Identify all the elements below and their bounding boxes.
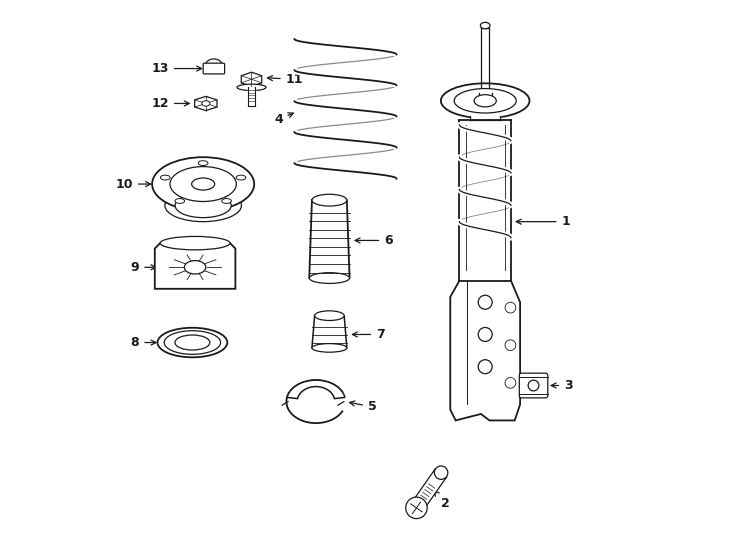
Text: 12: 12 <box>151 97 189 110</box>
Polygon shape <box>312 316 347 348</box>
Ellipse shape <box>309 273 349 284</box>
Text: 7: 7 <box>352 328 385 341</box>
Polygon shape <box>481 28 490 90</box>
Ellipse shape <box>480 22 490 29</box>
Ellipse shape <box>236 175 246 180</box>
Ellipse shape <box>474 94 496 107</box>
Text: 3: 3 <box>551 379 573 392</box>
Ellipse shape <box>164 330 221 354</box>
Ellipse shape <box>158 328 228 357</box>
FancyBboxPatch shape <box>203 63 225 74</box>
Polygon shape <box>195 96 217 111</box>
Ellipse shape <box>161 175 170 180</box>
Ellipse shape <box>165 190 241 221</box>
Polygon shape <box>287 380 345 399</box>
Ellipse shape <box>192 178 214 190</box>
Circle shape <box>479 295 493 309</box>
Ellipse shape <box>454 89 516 113</box>
Text: 4: 4 <box>274 113 294 126</box>
Text: 5: 5 <box>349 401 377 414</box>
Ellipse shape <box>312 343 347 352</box>
Circle shape <box>505 340 516 350</box>
Ellipse shape <box>202 101 210 106</box>
Ellipse shape <box>237 84 266 91</box>
FancyBboxPatch shape <box>519 373 548 398</box>
Ellipse shape <box>206 59 222 73</box>
Ellipse shape <box>198 161 208 166</box>
Ellipse shape <box>184 261 206 274</box>
Circle shape <box>479 360 493 374</box>
Ellipse shape <box>435 466 448 480</box>
Circle shape <box>406 497 427 518</box>
Circle shape <box>505 302 516 313</box>
Ellipse shape <box>160 237 230 250</box>
Text: 10: 10 <box>115 178 150 191</box>
Polygon shape <box>479 93 492 96</box>
Ellipse shape <box>152 157 254 211</box>
Ellipse shape <box>222 199 231 204</box>
Ellipse shape <box>528 380 539 391</box>
Text: 8: 8 <box>131 336 156 349</box>
Ellipse shape <box>315 311 344 321</box>
Text: 11: 11 <box>267 73 303 86</box>
Polygon shape <box>470 116 501 119</box>
Polygon shape <box>411 469 447 512</box>
Polygon shape <box>248 87 255 106</box>
Text: 6: 6 <box>355 234 393 247</box>
Text: 2: 2 <box>434 491 449 510</box>
Ellipse shape <box>175 335 210 350</box>
Text: 1: 1 <box>516 215 570 228</box>
Polygon shape <box>459 119 511 281</box>
Ellipse shape <box>175 199 184 204</box>
Polygon shape <box>450 281 520 421</box>
Text: 9: 9 <box>131 261 156 274</box>
Text: 13: 13 <box>151 62 202 75</box>
Polygon shape <box>241 72 262 86</box>
Circle shape <box>479 327 493 341</box>
Ellipse shape <box>312 194 347 206</box>
Ellipse shape <box>441 83 529 118</box>
Polygon shape <box>155 243 236 289</box>
Ellipse shape <box>175 193 231 218</box>
Polygon shape <box>309 200 349 278</box>
Circle shape <box>505 377 516 388</box>
Ellipse shape <box>170 166 236 201</box>
